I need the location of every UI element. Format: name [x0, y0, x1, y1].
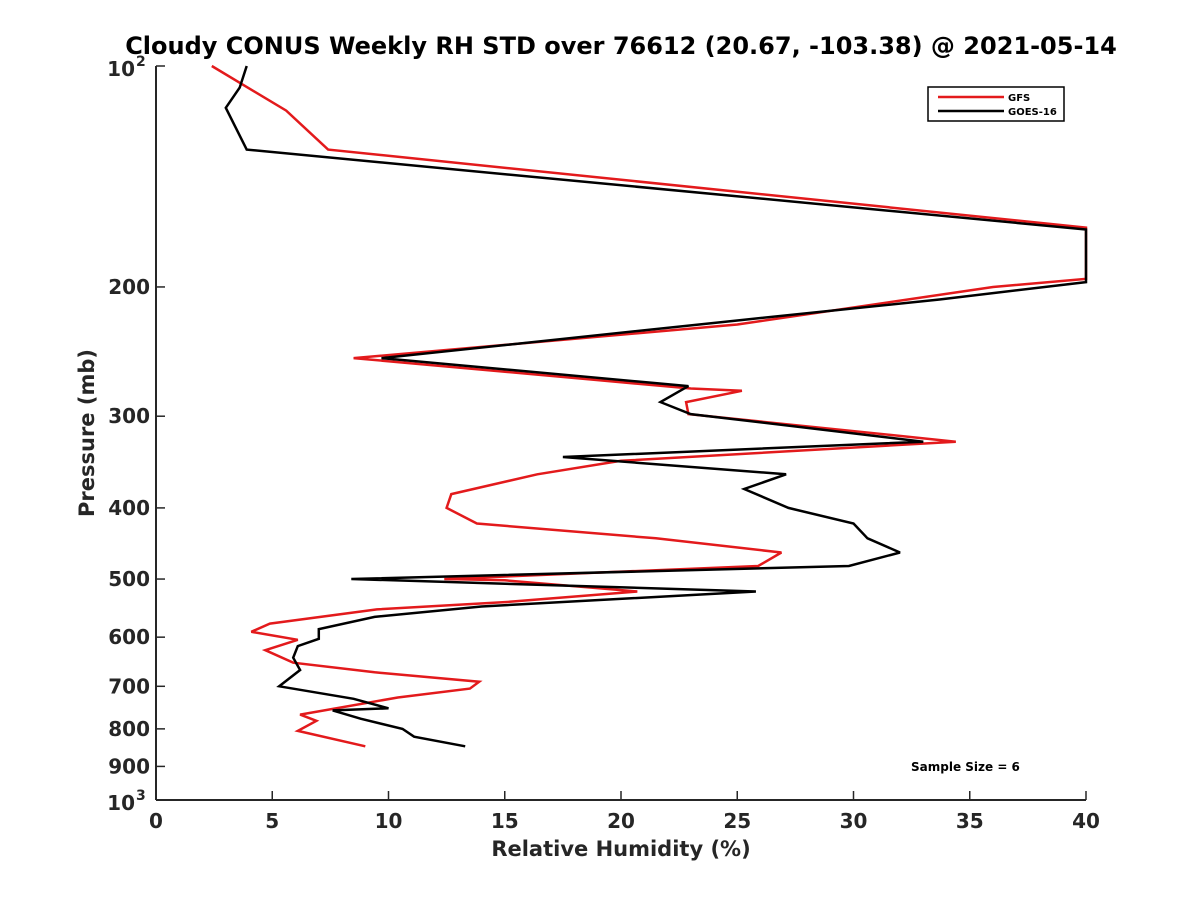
- y-tick-label: 10: [107, 791, 135, 815]
- x-tick-label: 35: [956, 809, 984, 833]
- legend-box: [927, 86, 1065, 122]
- legend-gfs-label: GFS: [1008, 93, 1030, 104]
- x-axis-label: Relative Humidity (%): [491, 837, 750, 861]
- x-tick-label: 40: [1072, 809, 1100, 833]
- legend: GFS GOES-16: [927, 86, 1065, 122]
- x-tick-label: 25: [723, 809, 751, 833]
- x-tick-label: 10: [375, 809, 403, 833]
- y-tick-label: 300: [108, 404, 150, 428]
- series-line-goes-16: [224, 65, 1088, 748]
- y-tick-label: 800: [108, 717, 150, 741]
- plot-area: [156, 66, 1086, 800]
- y-tick-label: 400: [108, 496, 150, 520]
- x-tick-label: 0: [149, 809, 163, 833]
- y-axis-label: Pressure (mb): [75, 349, 99, 517]
- y-tick-label: 10: [107, 57, 135, 81]
- sample-size-annotation: Sample Size = 6: [911, 760, 1020, 774]
- y-tick-label: 600: [108, 625, 150, 649]
- y-tick-exponent: 3: [136, 788, 146, 804]
- y-tick-label: 900: [108, 754, 150, 778]
- series-layer: [211, 64, 1088, 748]
- x-tick-label: 5: [265, 809, 279, 833]
- legend-goes-label: GOES-16: [1008, 107, 1057, 118]
- x-tick-label: 30: [840, 809, 868, 833]
- x-ticks: 0 5 10 15 20 25 30 35 40: [149, 791, 1100, 833]
- x-tick-label: 20: [607, 809, 635, 833]
- series-line-gfs: [211, 64, 1088, 748]
- y-tick-exponent: 2: [136, 54, 146, 70]
- y-tick-label: 200: [108, 275, 150, 299]
- y-tick-label: 700: [108, 674, 150, 698]
- chart-title: Cloudy CONUS Weekly RH STD over 76612 (2…: [125, 32, 1117, 60]
- x-tick-label: 15: [491, 809, 519, 833]
- y-tick-label: 500: [108, 567, 150, 591]
